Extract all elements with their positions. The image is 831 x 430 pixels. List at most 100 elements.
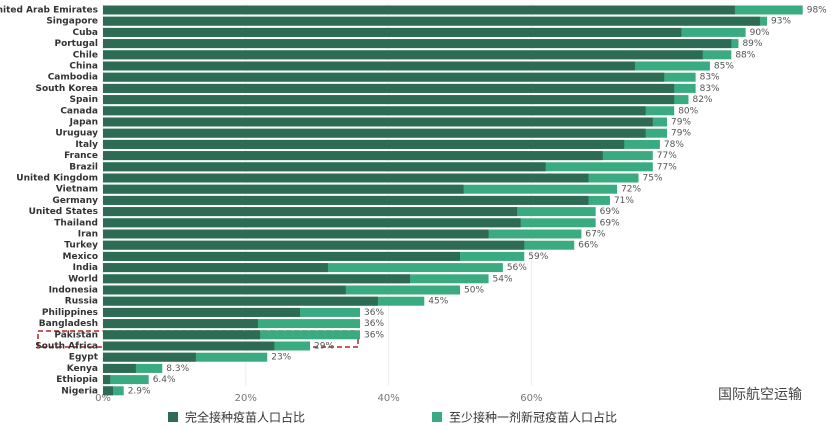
x-tick-label: 0% bbox=[95, 393, 111, 404]
bar bbox=[103, 151, 603, 161]
value-label: 36% bbox=[364, 319, 384, 329]
y-tick-label: South Korea bbox=[35, 84, 98, 94]
value-label: 59% bbox=[528, 252, 548, 262]
bar bbox=[103, 61, 635, 71]
x-tick-label: 60% bbox=[520, 393, 542, 404]
bar bbox=[103, 319, 258, 329]
value-label: 83% bbox=[700, 73, 720, 83]
bar bbox=[103, 341, 275, 351]
value-label: 82% bbox=[692, 95, 712, 105]
y-tick-label: Cambodia bbox=[48, 73, 98, 83]
value-label: 66% bbox=[578, 241, 598, 251]
value-label: 56% bbox=[507, 263, 527, 273]
y-tick-label: Canada bbox=[60, 106, 98, 116]
value-label: 45% bbox=[428, 297, 448, 307]
y-tick-label: China bbox=[69, 62, 98, 72]
bar bbox=[103, 27, 682, 37]
bar bbox=[103, 5, 735, 15]
y-tick-label: Singapore bbox=[46, 17, 98, 27]
y-tick-label: Iran bbox=[78, 230, 98, 240]
y-tick-label: South Africa bbox=[35, 342, 98, 352]
value-label: 89% bbox=[742, 39, 762, 49]
value-label: 6.4% bbox=[153, 375, 176, 385]
bar bbox=[103, 330, 261, 340]
value-label: 80% bbox=[678, 106, 698, 116]
bar bbox=[103, 50, 703, 60]
y-tick-label: Japan bbox=[69, 118, 98, 128]
legend-swatch bbox=[168, 412, 178, 422]
y-tick-label: Indonesia bbox=[49, 286, 98, 296]
x-tick-label: 20% bbox=[235, 393, 257, 404]
bar bbox=[103, 39, 732, 49]
bar bbox=[103, 240, 525, 250]
legend-label: 至少接种一剂新冠疫苗人口占比 bbox=[449, 410, 617, 425]
bar bbox=[103, 296, 378, 306]
y-tick-label: Cuba bbox=[72, 28, 98, 38]
value-label: 69% bbox=[600, 218, 620, 228]
bar bbox=[103, 162, 546, 172]
value-label: 88% bbox=[735, 50, 755, 60]
bar bbox=[103, 128, 646, 138]
bar bbox=[103, 386, 113, 396]
bar bbox=[103, 307, 301, 317]
y-tick-label: Bangladesh bbox=[39, 319, 98, 329]
bar bbox=[103, 184, 464, 194]
value-label: 83% bbox=[700, 84, 720, 94]
y-tick-label: Turkey bbox=[64, 241, 98, 251]
value-label: 79% bbox=[671, 118, 691, 128]
value-label: 71% bbox=[614, 196, 634, 206]
y-tick-label: Philippines bbox=[42, 308, 98, 318]
bar bbox=[103, 83, 675, 93]
y-tick-label: Vietnam bbox=[56, 185, 98, 195]
bar bbox=[103, 229, 489, 239]
y-tick-label: Germany bbox=[52, 196, 98, 206]
value-label: 36% bbox=[364, 308, 384, 318]
value-label: 23% bbox=[271, 353, 291, 363]
y-tick-label: United Arab Emirates bbox=[0, 6, 98, 16]
bar bbox=[103, 352, 196, 362]
y-tick-label: Russia bbox=[65, 297, 98, 307]
y-tick-label: Portugal bbox=[54, 39, 98, 49]
bar bbox=[103, 218, 521, 228]
value-label: 36% bbox=[364, 330, 384, 340]
bar bbox=[103, 72, 665, 82]
y-tick-label: United States bbox=[29, 207, 98, 217]
value-label: 8.3% bbox=[166, 364, 189, 374]
bar bbox=[103, 274, 411, 284]
value-label: 90% bbox=[750, 28, 770, 38]
y-tick-label: Mexico bbox=[63, 252, 98, 262]
y-tick-label: France bbox=[64, 151, 98, 161]
value-label: 77% bbox=[657, 162, 677, 172]
value-label: 50% bbox=[464, 286, 484, 296]
bar bbox=[103, 95, 675, 105]
legend-label: 完全接种疫苗人口占比 bbox=[185, 410, 305, 425]
y-tick-label: Uruguay bbox=[55, 129, 98, 139]
value-label: 98% bbox=[807, 6, 827, 16]
x-tick-label: 40% bbox=[377, 393, 399, 404]
bar bbox=[103, 106, 646, 116]
y-tick-label: Italy bbox=[75, 140, 98, 150]
y-tick-label: United Kingdom bbox=[16, 174, 98, 184]
bar bbox=[103, 195, 589, 205]
value-label: 67% bbox=[585, 230, 605, 240]
bar bbox=[103, 173, 589, 183]
bar bbox=[103, 251, 460, 261]
watermark: 国际航空运输 bbox=[718, 387, 802, 403]
value-label: 93% bbox=[771, 17, 791, 27]
y-tick-label: Ethiopia bbox=[56, 375, 98, 385]
bar bbox=[103, 117, 653, 127]
y-tick-label: Chile bbox=[73, 50, 98, 60]
y-tick-label: Pakistan bbox=[54, 330, 98, 340]
bar bbox=[103, 207, 518, 217]
bar bbox=[103, 263, 328, 273]
bar bbox=[103, 285, 346, 295]
bar bbox=[103, 139, 625, 149]
value-label: 2.9% bbox=[128, 386, 151, 396]
y-tick-label: India bbox=[73, 263, 98, 273]
legend-swatch bbox=[432, 412, 442, 422]
y-tick-label: Spain bbox=[70, 95, 99, 105]
value-label: 75% bbox=[643, 174, 663, 184]
y-tick-label: Thailand bbox=[54, 218, 98, 228]
bar bbox=[103, 16, 760, 26]
